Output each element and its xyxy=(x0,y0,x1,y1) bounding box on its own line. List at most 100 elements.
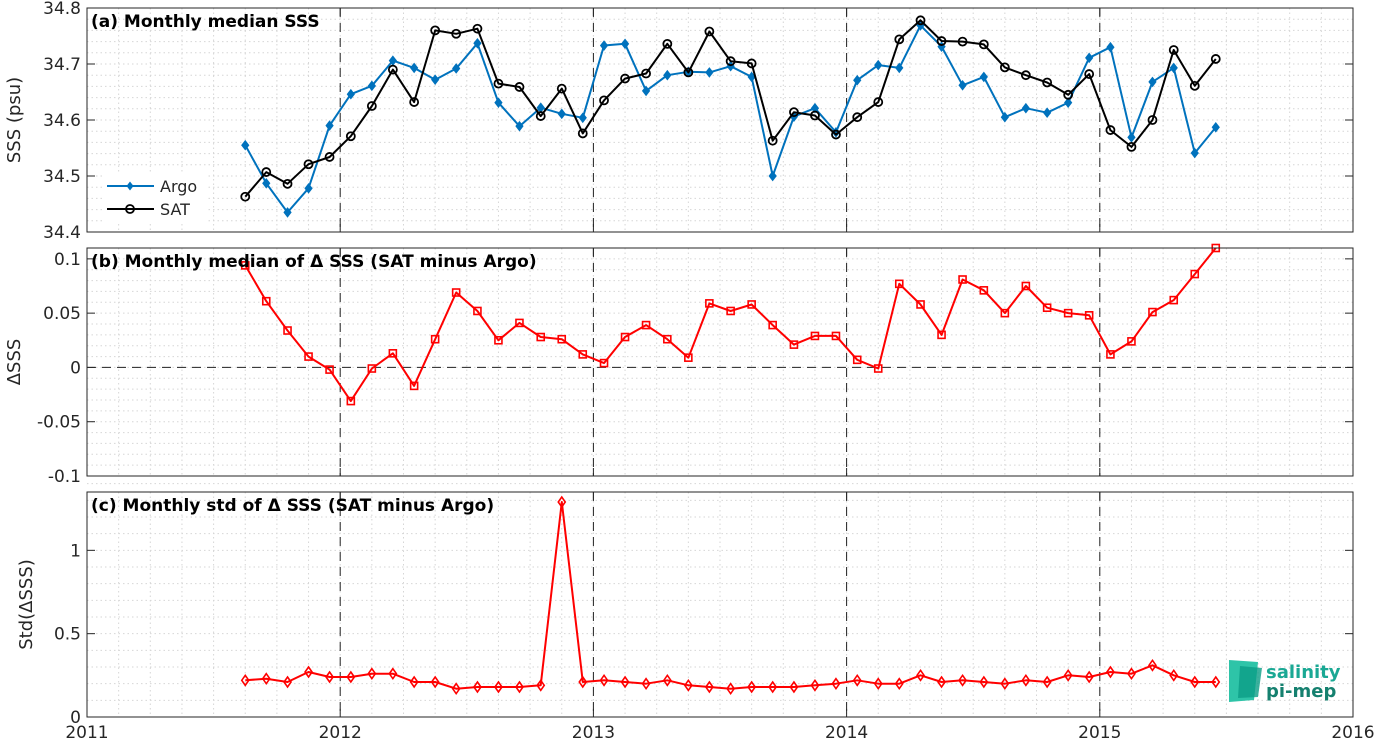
data-point xyxy=(282,178,293,189)
grid xyxy=(86,247,1354,477)
data-point xyxy=(473,306,482,316)
panel-b: -0.1 -0.05 0 0.05 0.1 (b) Monthly median of Δ… xyxy=(4,243,1354,487)
data-point xyxy=(894,677,904,691)
data-point xyxy=(1020,70,1031,81)
data-point xyxy=(1148,307,1157,317)
data-point xyxy=(599,673,609,687)
data-point xyxy=(346,88,355,100)
data-point xyxy=(1084,670,1094,684)
data-point xyxy=(261,167,272,177)
data-point xyxy=(557,334,567,344)
data-point xyxy=(1084,311,1094,320)
series-argo xyxy=(241,20,1220,218)
data-point xyxy=(662,673,672,687)
legend-label: SAT xyxy=(160,200,190,219)
data-point xyxy=(937,675,947,689)
data-point xyxy=(620,38,630,50)
data-point xyxy=(430,675,440,689)
legend-marker xyxy=(126,181,134,191)
logo-wave-icon xyxy=(1238,666,1262,698)
data-point xyxy=(768,170,777,182)
y-axis-label: SSS (psu) xyxy=(4,77,25,163)
y-tick-label: 1 xyxy=(70,541,81,561)
data-point xyxy=(1042,303,1052,313)
data-point xyxy=(451,682,461,696)
data-point xyxy=(747,680,757,694)
panels: 34.4 34.5 34.6 34.7 34.8 (a) Monthly median S… xyxy=(4,0,1375,743)
data-point xyxy=(599,358,609,368)
data-point xyxy=(431,74,440,85)
data-point xyxy=(1210,54,1221,64)
data-point xyxy=(451,288,461,297)
legend-box xyxy=(104,173,206,223)
axes-box xyxy=(86,247,1354,477)
data-point xyxy=(409,675,419,689)
data-point xyxy=(1106,350,1115,359)
data-point xyxy=(472,680,482,694)
data-point xyxy=(1021,102,1031,114)
legend: Argo SAT xyxy=(104,173,206,223)
data-point xyxy=(1147,115,1158,125)
x-tick-label: 2016 xyxy=(1331,723,1374,743)
data-point xyxy=(789,340,799,349)
data-point xyxy=(262,177,271,189)
x-tick-label: 2014 xyxy=(825,723,868,743)
y-axis-label: ΔSSS xyxy=(4,339,25,386)
data-point xyxy=(767,135,778,146)
data-point xyxy=(1211,675,1221,689)
y-tick-label: -0.1 xyxy=(48,467,81,487)
data-point xyxy=(494,97,503,108)
data-point xyxy=(894,34,905,45)
y-tick-label: 0.1 xyxy=(54,250,81,270)
series-line xyxy=(244,247,1217,403)
data-point xyxy=(451,28,462,39)
data-point xyxy=(325,365,334,374)
data-point xyxy=(1190,147,1199,159)
data-point xyxy=(620,675,630,689)
data-point xyxy=(641,677,651,691)
data-point xyxy=(894,279,904,289)
y-tick-label: 34.6 xyxy=(43,111,81,131)
data-point xyxy=(1169,295,1179,305)
data-point xyxy=(536,332,546,342)
data-point xyxy=(1000,111,1009,123)
data-point xyxy=(683,67,694,78)
data-point xyxy=(1189,80,1200,91)
data-point xyxy=(831,677,841,691)
data-point xyxy=(746,58,757,69)
data-point xyxy=(852,112,863,123)
x-tick-label: 2013 xyxy=(572,723,615,743)
data-point xyxy=(978,39,989,50)
y-tick-label: 34.5 xyxy=(43,167,81,187)
data-point xyxy=(958,673,968,687)
panel-title: (a) Monthly median SSS xyxy=(91,12,320,32)
y-tick-label: 34.8 xyxy=(43,0,81,19)
data-point xyxy=(283,326,292,335)
data-point xyxy=(452,63,461,74)
data-point xyxy=(663,334,672,344)
data-point xyxy=(895,62,904,74)
y-tick-label: 34.4 xyxy=(43,223,81,243)
data-point xyxy=(1063,668,1073,682)
data-point xyxy=(241,139,250,151)
data-point xyxy=(979,675,989,689)
data-point xyxy=(726,306,735,316)
data-point xyxy=(240,191,251,202)
data-point xyxy=(367,80,376,92)
data-point xyxy=(388,349,398,358)
data-point xyxy=(304,665,314,679)
data-point xyxy=(705,67,714,78)
data-point xyxy=(535,111,546,121)
data-point xyxy=(810,331,820,341)
data-point xyxy=(1064,97,1073,108)
data-point xyxy=(1085,52,1094,64)
data-point xyxy=(789,107,799,118)
data-point xyxy=(958,79,967,91)
data-point xyxy=(324,152,335,162)
x-tick-label: 2015 xyxy=(1078,723,1121,743)
data-point xyxy=(283,207,292,218)
data-point xyxy=(578,350,588,359)
data-point xyxy=(1000,308,1010,318)
data-point xyxy=(873,677,883,691)
